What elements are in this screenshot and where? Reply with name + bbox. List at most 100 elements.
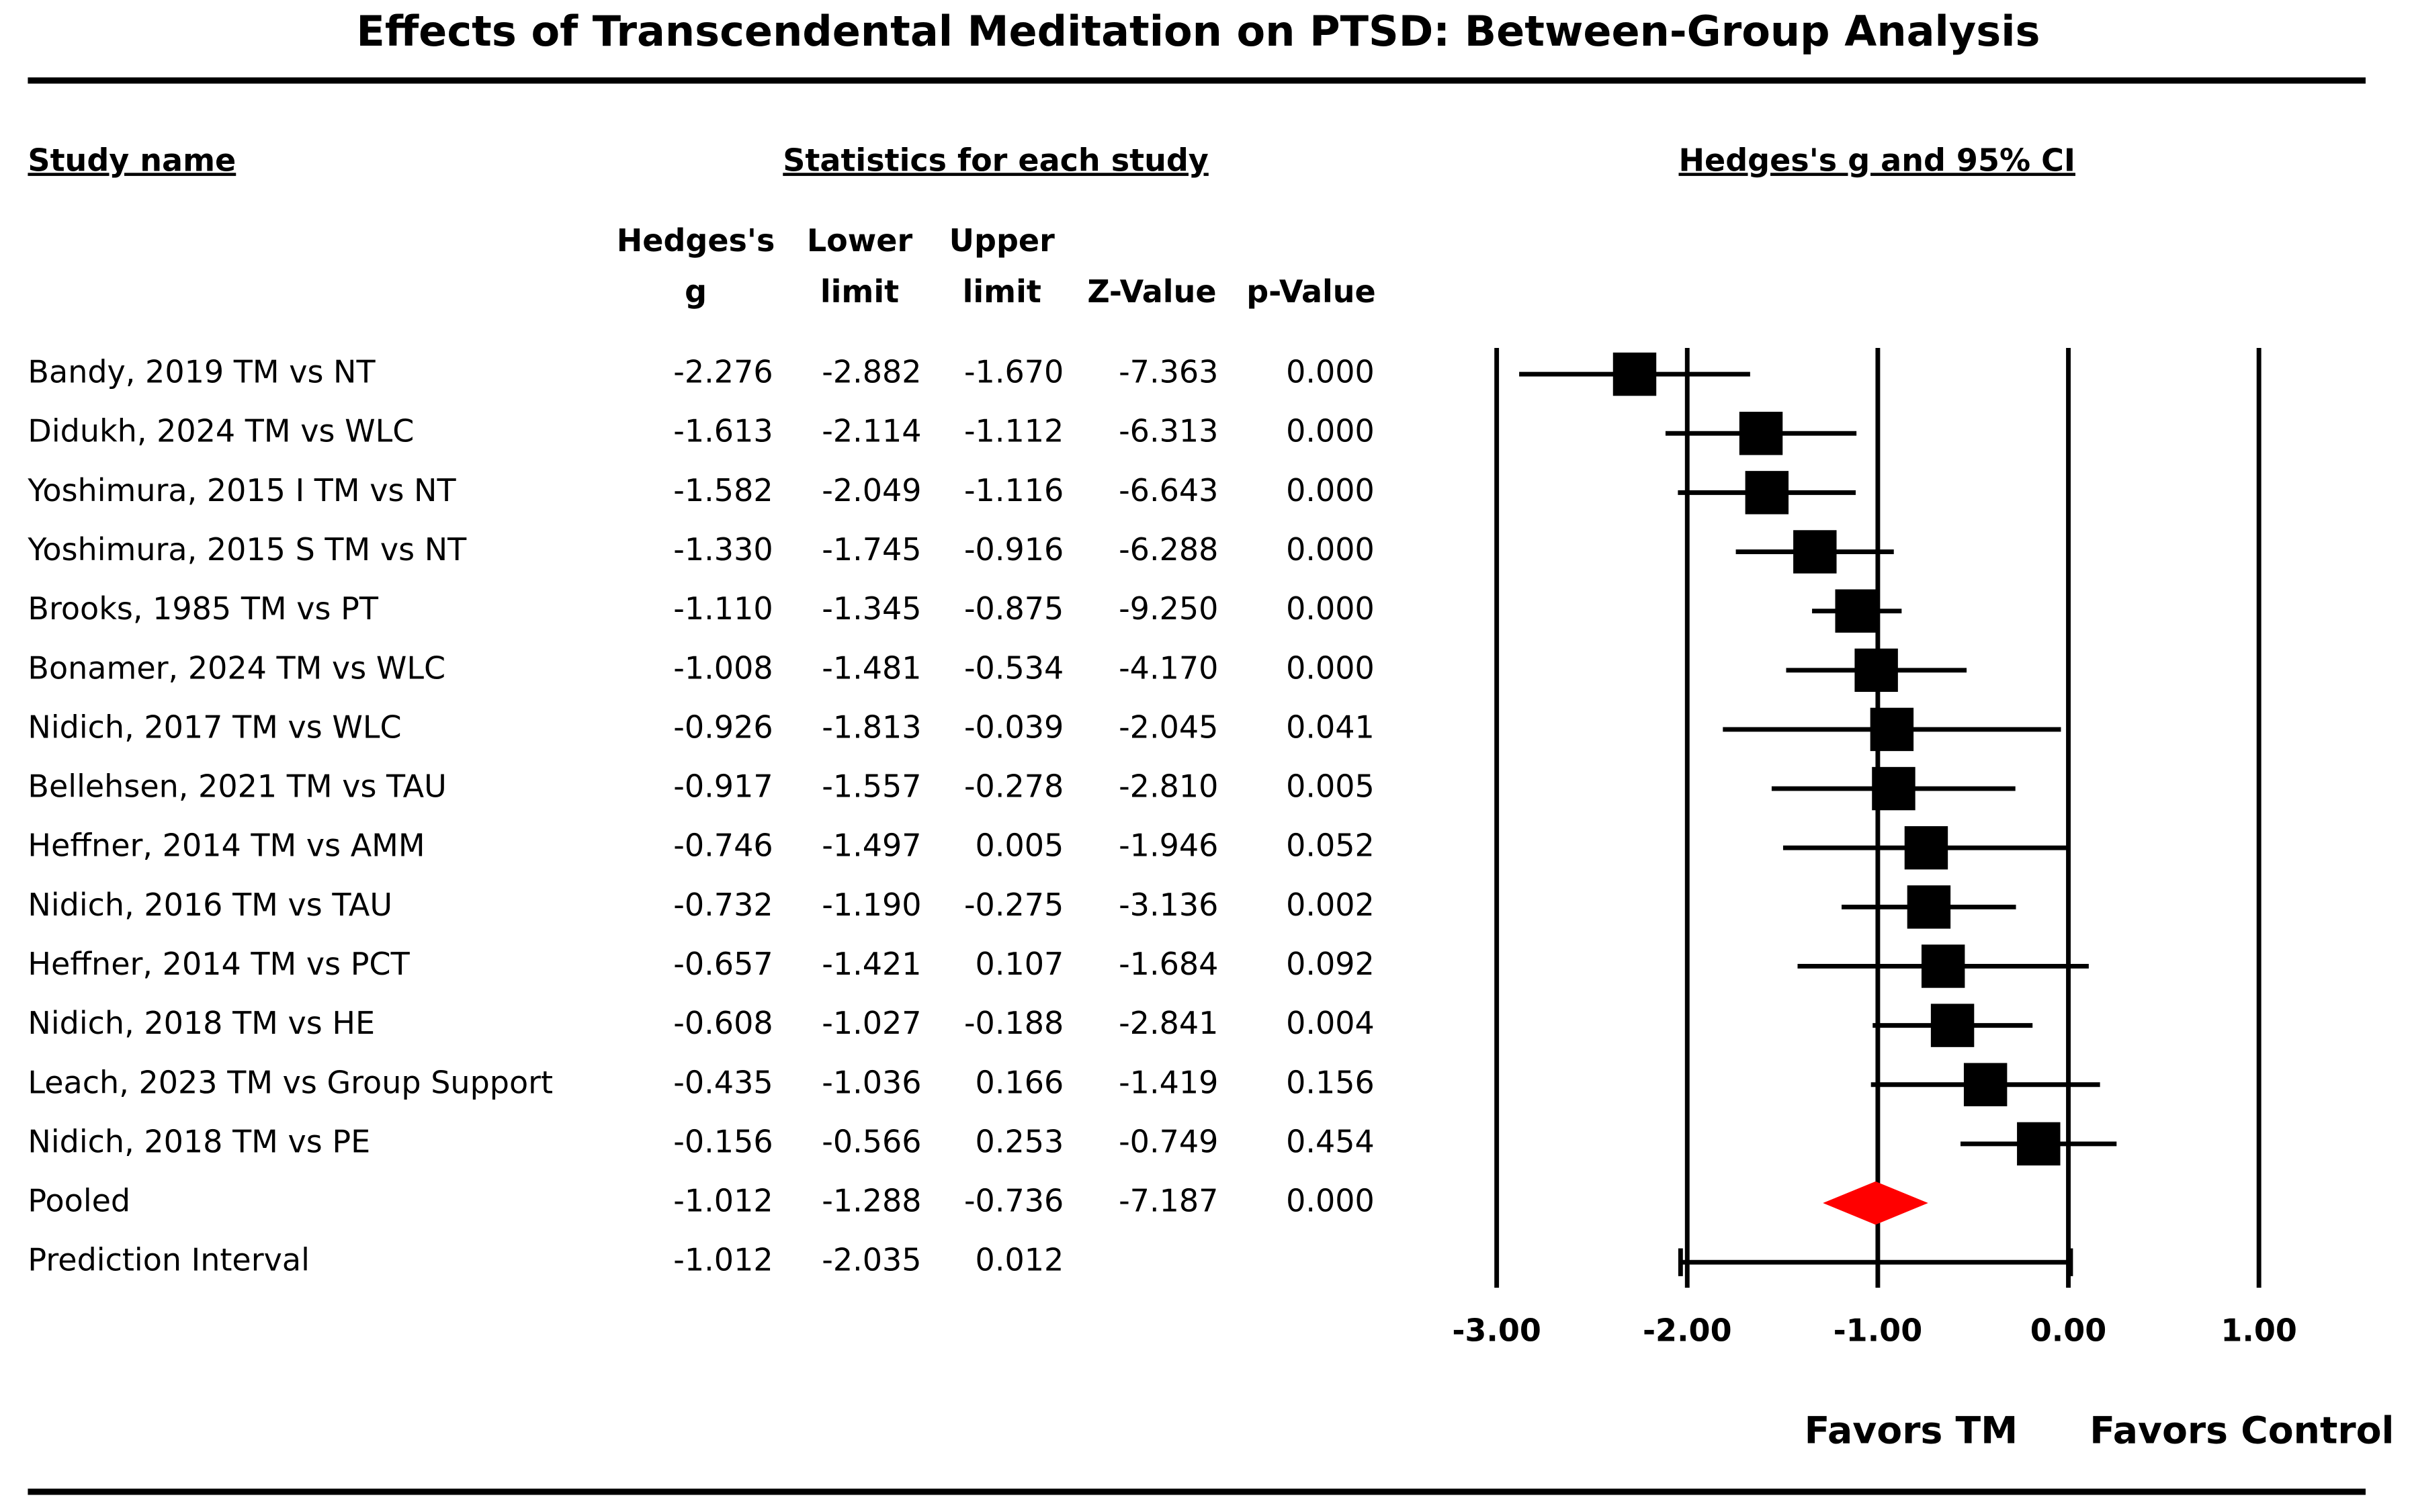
stat-cell: -6.643 xyxy=(1119,472,1218,508)
stat-cell: -0.608 xyxy=(673,1005,773,1041)
stat-cell: -0.534 xyxy=(964,650,1064,686)
effect-square xyxy=(1872,766,1915,811)
effect-square xyxy=(1745,471,1789,515)
effect-square xyxy=(1870,707,1914,752)
study-name: Nidich, 2018 TM vs HE xyxy=(28,1005,375,1041)
stat-cell: -6.288 xyxy=(1119,531,1218,568)
stat-cell: 0.012 xyxy=(976,1242,1064,1278)
stat-cell: -2.035 xyxy=(822,1242,921,1278)
stat-cell: 0.004 xyxy=(1286,1005,1375,1041)
column-header: p-Value xyxy=(1246,273,1376,310)
study-name: Nidich, 2016 TM vs TAU xyxy=(28,887,392,923)
effect-square xyxy=(1904,826,1948,870)
study-name: Pooled xyxy=(28,1183,130,1219)
effect-square xyxy=(1612,352,1657,396)
stat-cell: -7.187 xyxy=(1119,1183,1218,1219)
x-tick-label: -2.00 xyxy=(1643,1312,1732,1348)
stat-cell: -0.278 xyxy=(964,768,1064,805)
column-header: Upper xyxy=(949,222,1055,259)
stat-cell: -0.156 xyxy=(673,1123,773,1159)
stat-cell: -1.946 xyxy=(1119,828,1218,864)
pooled-diamond xyxy=(1823,1181,1928,1225)
stat-cell: -7.363 xyxy=(1119,354,1218,390)
stat-cell: 0.156 xyxy=(1286,1064,1375,1100)
effect-square xyxy=(1930,1004,1975,1047)
stat-cell: -0.736 xyxy=(964,1183,1064,1219)
study-name: Brooks, 1985 TM vs PT xyxy=(28,590,378,627)
stat-cell: -2.882 xyxy=(822,354,921,390)
stat-cell: -1.582 xyxy=(673,472,773,508)
effect-square xyxy=(1963,1063,2008,1106)
stat-cell: 0.000 xyxy=(1286,590,1375,627)
study-name: Nidich, 2018 TM vs PE xyxy=(28,1123,370,1159)
stat-cell: 0.253 xyxy=(976,1123,1064,1159)
stat-cell: -2.114 xyxy=(822,413,921,449)
stat-cell: -0.435 xyxy=(673,1064,773,1100)
stat-cell: -0.926 xyxy=(673,709,773,745)
x-tick-label: 0.00 xyxy=(2030,1312,2107,1348)
stat-cell: 0.000 xyxy=(1286,354,1375,390)
column-header: limit xyxy=(820,273,899,310)
study-name: Yoshimura, 2015 S TM vs NT xyxy=(27,531,467,568)
stat-cell: -1.330 xyxy=(673,531,773,568)
favors-right: Favors Control xyxy=(2090,1410,2394,1453)
stat-cell: 0.041 xyxy=(1286,709,1375,745)
stat-cell: 0.002 xyxy=(1286,887,1375,923)
stat-cell: -0.188 xyxy=(964,1005,1064,1041)
header-study: Study name xyxy=(28,142,236,178)
column-header: limit xyxy=(963,273,1041,310)
stat-cell: -1.008 xyxy=(673,650,773,686)
effect-square xyxy=(1921,944,1965,988)
stat-cell: -1.684 xyxy=(1119,946,1218,982)
effect-square xyxy=(1835,589,1879,633)
study-name: Bonamer, 2024 TM vs WLC xyxy=(28,650,445,686)
stat-cell: 0.092 xyxy=(1286,946,1375,982)
stat-cell: -0.275 xyxy=(964,887,1064,923)
column-header: Z-Value xyxy=(1087,273,1216,310)
stat-cell: -2.049 xyxy=(822,472,921,508)
study-name: Bellehsen, 2021 TM vs TAU xyxy=(28,768,446,805)
stat-cell: -1.012 xyxy=(673,1242,773,1278)
stat-cell: 0.166 xyxy=(976,1064,1064,1100)
stat-cell: -9.250 xyxy=(1119,590,1218,627)
stat-cell: -0.039 xyxy=(964,709,1064,745)
study-name: Heffner, 2014 TM vs AMM xyxy=(28,828,425,864)
stat-cell: -1.345 xyxy=(822,590,921,627)
study-name: Yoshimura, 2015 I TM vs NT xyxy=(27,472,456,508)
stat-cell: 0.000 xyxy=(1286,650,1375,686)
stat-cell: -1.497 xyxy=(822,828,921,864)
stat-cell: -1.613 xyxy=(673,413,773,449)
effect-square xyxy=(1907,885,1951,929)
column-header: g xyxy=(685,273,707,310)
stat-cell: 0.454 xyxy=(1286,1123,1375,1159)
study-name: Nidich, 2017 TM vs WLC xyxy=(28,709,401,745)
header-plot: Hedges's g and 95% CI xyxy=(1679,142,2075,178)
stat-cell: -2.045 xyxy=(1119,709,1218,745)
study-name: Didukh, 2024 TM vs WLC xyxy=(28,413,414,449)
stat-cell: -0.566 xyxy=(822,1123,921,1159)
stat-cell: -1.481 xyxy=(822,650,921,686)
stat-cell: -4.170 xyxy=(1119,650,1218,686)
study-name: Leach, 2023 TM vs Group Support xyxy=(28,1064,553,1100)
stat-cell: 0.000 xyxy=(1286,472,1375,508)
stat-cell: -0.917 xyxy=(673,768,773,805)
effect-square xyxy=(1854,648,1898,692)
study-name: Heffner, 2014 TM vs PCT xyxy=(28,946,410,982)
stat-cell: 0.005 xyxy=(1286,768,1375,805)
column-header: Hedges's xyxy=(617,222,775,259)
stat-cell: -0.916 xyxy=(964,531,1064,568)
stat-cell: -0.657 xyxy=(673,946,773,982)
header-stats: Statistics for each study xyxy=(783,142,1209,178)
stat-cell: -6.313 xyxy=(1119,413,1218,449)
study-name: Prediction Interval xyxy=(28,1242,309,1278)
column-header: Lower xyxy=(807,222,913,259)
stat-cell: -1.745 xyxy=(822,531,921,568)
title: Effects of Transcendental Meditation on … xyxy=(356,7,2040,56)
stat-cell: -1.116 xyxy=(964,472,1064,508)
effect-square xyxy=(1793,530,1837,574)
stat-cell: -1.036 xyxy=(822,1064,921,1100)
stat-cell: -1.027 xyxy=(822,1005,921,1041)
study-name: Bandy, 2019 TM vs NT xyxy=(28,354,376,390)
stat-cell: -0.746 xyxy=(673,828,773,864)
